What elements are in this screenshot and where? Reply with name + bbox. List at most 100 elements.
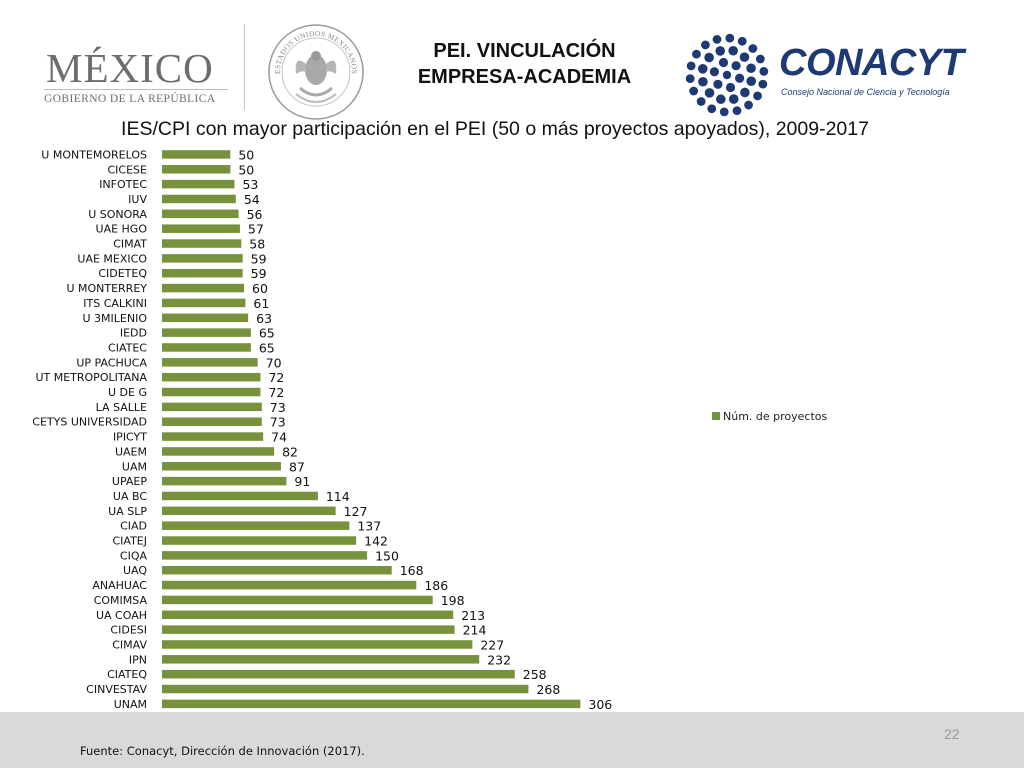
header-title-line2: EMPRESA-ACADEMIA (417, 66, 632, 88)
bar (162, 506, 336, 516)
mexico-logo-word: MÉXICO (46, 45, 214, 91)
bar-value-label: 53 (242, 177, 258, 192)
bar-value-label: 50 (238, 147, 254, 162)
category-label: IEDD (120, 327, 147, 340)
category-label: LA SALLE (96, 401, 147, 414)
bar-value-label: 72 (268, 370, 284, 385)
bar (162, 150, 231, 159)
category-label: U DE G (108, 386, 147, 399)
bar (162, 209, 239, 219)
category-label: UA COAH (96, 609, 147, 622)
bar (162, 595, 433, 605)
chart-title: IES/CPI con mayor participación en el PE… (121, 118, 869, 140)
footer-band (0, 712, 1024, 768)
bar-value-label: 61 (253, 296, 269, 311)
chart-legend: Núm. de proyectos (712, 410, 827, 423)
bar (162, 328, 251, 337)
bar (162, 491, 318, 501)
bar (162, 268, 243, 278)
bar (162, 402, 262, 412)
bar (162, 283, 245, 293)
category-label: CIMAT (113, 238, 147, 251)
category-label: CICESE (108, 163, 148, 176)
category-label: UPAEP (112, 475, 147, 488)
bar (162, 387, 261, 397)
source-note: Fuente: Conacyt, Dirección de Innovación… (80, 744, 365, 758)
category-label: CIDETEQ (98, 267, 147, 280)
bar (162, 313, 249, 323)
bar (162, 462, 281, 471)
bar-chart: U MONTEMORELOS CICESE INFOTEC IUV U SONORA UA… (32, 147, 920, 741)
mexico-logo-subtitle: GOBIERNO DE LA REPÚBLICA (44, 93, 216, 105)
slide-header-title: PEI. VINCULACIÓN EMPRESA-ACADEMIA (382, 38, 667, 90)
bar-value-label: 50 (238, 162, 254, 177)
category-label: INFOTEC (99, 178, 147, 191)
mexico-logo-rule (44, 89, 228, 90)
bar-value-label: 150 (375, 548, 399, 563)
category-label: CIATEC (108, 341, 147, 354)
bar-value-label: 198 (441, 593, 465, 608)
bar-value-label: 56 (247, 207, 263, 222)
category-label: CETYS UNIVERSIDAD (32, 416, 147, 429)
bar-value-label: 70 (266, 355, 282, 370)
bar-value-label: 74 (271, 430, 287, 445)
bar (162, 669, 515, 679)
bar (162, 179, 235, 189)
bar-value-label: 58 (249, 237, 265, 252)
bar (162, 565, 392, 575)
category-label: U MONTERREY (66, 282, 147, 295)
bar (162, 432, 264, 441)
category-label: CIDESI (110, 624, 147, 637)
conacyt-wordmark: CONACYT (779, 42, 964, 84)
bar (162, 655, 480, 664)
category-label: UT METROPOLITANA (35, 371, 147, 384)
legend-swatch (712, 412, 720, 420)
bar-value-label: 137 (357, 519, 381, 534)
category-label: IUV (128, 193, 147, 206)
bar (162, 417, 262, 426)
bar-value-label: 142 (364, 534, 388, 549)
bar-value-label: 65 (259, 326, 275, 341)
bar-value-label: 268 (536, 682, 560, 697)
conacyt-subtitle: Consejo Nacional de Ciencia y Tecnología (781, 87, 950, 97)
conacyt-dots-logo-icon (685, 33, 769, 117)
bar-value-label: 60 (252, 281, 268, 296)
bar-value-label: 306 (588, 697, 612, 712)
category-label: IPN (129, 653, 147, 666)
bar-value-label: 91 (294, 474, 310, 489)
bar-value-label: 59 (251, 251, 267, 266)
legend-label: Núm. de proyectos (723, 410, 828, 423)
category-label: CINVESTAV (86, 683, 147, 696)
bar-value-label: 87 (289, 459, 305, 474)
category-label: UA SLP (108, 505, 147, 518)
bar-value-label: 213 (461, 608, 485, 623)
bar (162, 254, 243, 263)
category-label: U 3MILENIO (83, 312, 148, 325)
category-label: UNAM (114, 698, 147, 711)
bar (162, 580, 417, 590)
bar-value-label: 168 (400, 563, 424, 578)
bar (162, 194, 236, 204)
bar-value-label: 258 (523, 667, 547, 682)
bar (162, 640, 473, 649)
bar-value-label: 63 (256, 311, 272, 326)
category-label: UAQ (123, 564, 147, 577)
category-label: ANAHUAC (92, 579, 147, 592)
category-label: CIAD (120, 520, 147, 533)
bar (162, 625, 455, 634)
category-label: ITS CALKINI (83, 297, 147, 310)
slide-number: 22 (944, 726, 960, 742)
bar-value-label: 54 (244, 192, 260, 207)
bar-value-label: 127 (344, 504, 368, 519)
bar (162, 699, 581, 709)
bar (162, 447, 275, 456)
bar (162, 536, 357, 545)
category-label: U SONORA (88, 208, 147, 221)
bar (162, 343, 251, 352)
header-divider (244, 24, 245, 110)
category-label: CIMAV (112, 638, 147, 651)
bar-value-label: 114 (326, 489, 350, 504)
category-label: IPICYT (113, 431, 147, 444)
bar (162, 239, 242, 248)
bar (162, 298, 246, 308)
